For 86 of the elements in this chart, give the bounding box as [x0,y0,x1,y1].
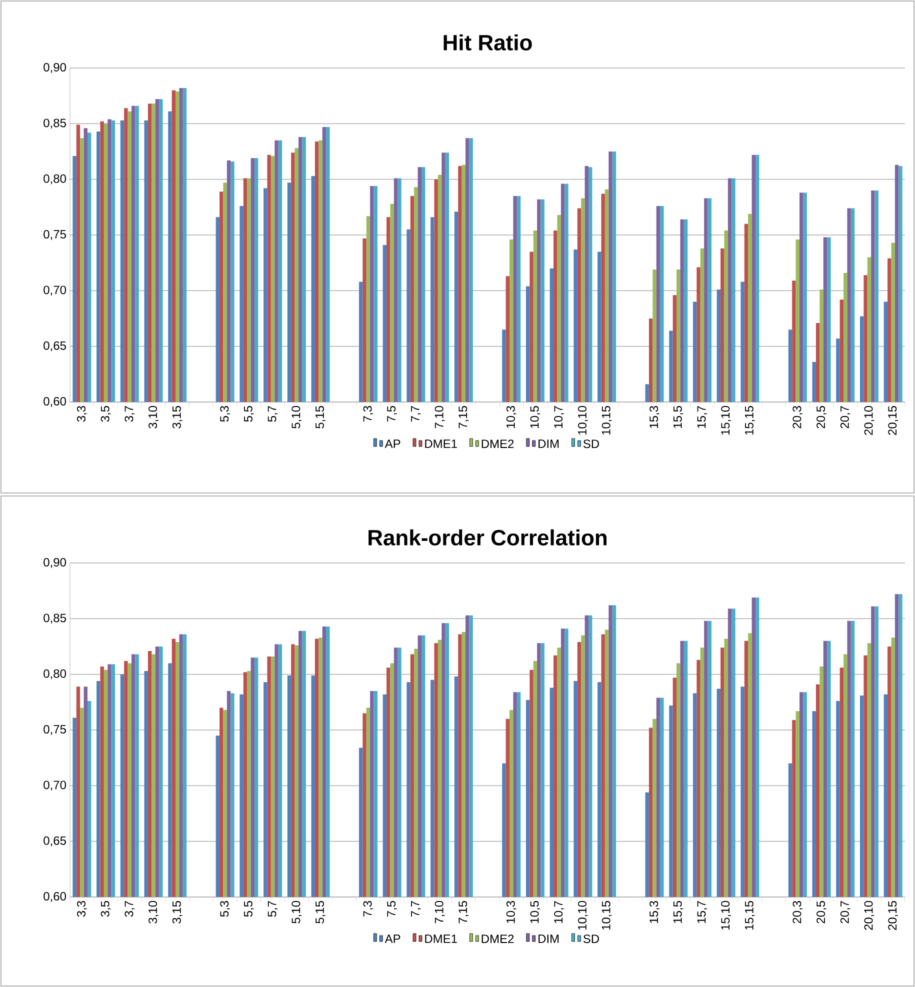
legend-label: SD [583,934,599,944]
x-tick-label: 20,10 [864,900,874,930]
x-tick-label: 20,7 [840,901,850,924]
x-tick-label: 3,3 [76,406,87,422]
y-tick-label: 0,60 [44,892,66,902]
x-tick-label: 7,5 [387,901,397,917]
x-tick-label: 15,5 [673,901,684,923]
x-tick-label: 7,10 [434,900,445,924]
x-tick-label: 10,3 [506,406,516,428]
x-tick-label: 15,10 [721,406,732,435]
x-tick-label: 5,15 [316,406,326,428]
x-tick-label: 20,3 [792,406,803,428]
legend-label: SD [583,440,599,448]
x-tick-label: 10,15 [602,406,612,435]
x-tick-label: 15,3 [650,406,660,428]
x-tick-label: 5,15 [316,901,326,924]
x-tick-label: 7,15 [458,406,469,428]
x-tick-label: 7,10 [434,406,445,428]
x-tick-label: 20,10 [864,406,874,435]
x-tick-label: 15,15 [745,901,755,930]
x-tick-label: 3,15 [172,406,182,428]
legend-label: DME1 [425,440,457,448]
y-tick-label: 0,75 [44,230,66,240]
x-tick-label: 10,5 [530,901,540,923]
y-tick-label: 0,80 [44,669,66,680]
x-tick-label: 7,3 [363,406,374,422]
legend-label: DME2 [482,440,514,448]
legend-label: AP [384,440,400,448]
y-tick-label: 0,85 [44,118,66,129]
x-tick-label: 3,7 [124,901,135,917]
x-tick-label: 10,3 [506,901,516,923]
y-tick-label: 0,65 [44,341,66,352]
y-tick-label: 0,85 [44,614,66,624]
x-tick-label: 10,7 [554,406,564,428]
x-tick-label: 7,7 [411,406,421,422]
y-tick-label: 0,80 [44,174,66,184]
x-tick-label: 20,3 [792,901,803,924]
y-tick-label: 0,90 [44,63,66,73]
x-tick-label: 20,5 [816,406,826,428]
y-tick-label: 0,70 [44,780,66,791]
y-tick-label: 0,65 [44,836,66,846]
x-tick-label: 20,5 [816,901,826,924]
x-tick-label: 15,3 [650,901,660,923]
y-tick-label: 0,90 [44,558,66,568]
legend-label: DIM [538,440,559,448]
x-tick-label: 15,7 [697,901,708,923]
x-tick-label: 5,7 [268,406,278,422]
legend-label: AP [384,934,400,943]
x-tick-label: 15,10 [721,900,732,930]
x-tick-label: 3,5 [100,406,111,422]
y-tick-label: 0,70 [44,286,66,296]
x-tick-label: 20,7 [840,406,850,428]
x-tick-label: 5,5 [244,901,254,917]
x-tick-label: 3,10 [148,406,158,428]
legend-label: DME2 [482,934,514,943]
x-tick-label: 7,15 [458,901,469,924]
x-tick-label: 5,10 [292,406,302,428]
x-tick-label: 10,5 [530,406,540,428]
x-tick-label: 3,15 [172,901,182,924]
x-tick-label: 3,5 [100,901,111,917]
x-tick-label: 10,7 [554,901,564,923]
x-tick-label: 5,10 [292,900,302,924]
x-tick-label: 3,3 [76,901,87,917]
legend-label: DME1 [425,934,457,943]
x-tick-label: 20,15 [888,901,898,930]
x-tick-label: 20,15 [888,406,898,435]
x-tick-label: 5,3 [220,406,230,422]
y-tick-label: 0,75 [44,725,66,735]
chart-title: Hit Ratio [444,34,532,50]
chart-title: Rank-order Correlation [368,529,607,546]
x-tick-label: 5,3 [220,901,230,917]
x-tick-label: 5,7 [268,901,278,917]
x-tick-label: 7,5 [387,406,397,422]
x-tick-label: 7,3 [363,901,374,917]
x-tick-label: 7,7 [411,901,421,917]
x-tick-label: 3,7 [124,406,135,422]
x-tick-label: 15,15 [745,406,755,435]
legend-label: DIM [538,934,559,943]
x-tick-label: 10,10 [578,406,588,435]
y-tick-label: 0,60 [44,397,66,407]
x-tick-label: 5,5 [244,406,254,422]
x-tick-label: 15,7 [697,406,708,428]
x-tick-label: 10,15 [602,901,612,930]
x-tick-label: 10,10 [578,900,588,930]
x-tick-label: 15,5 [673,406,684,428]
x-tick-label: 3,10 [148,900,158,924]
